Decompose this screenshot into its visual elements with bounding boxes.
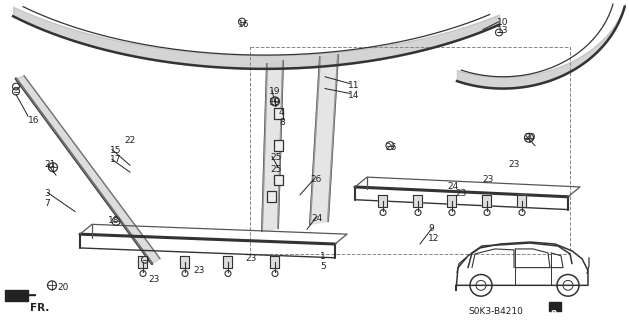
Bar bbox=[549, 302, 561, 311]
Text: 8: 8 bbox=[551, 310, 557, 319]
Text: 13: 13 bbox=[497, 26, 508, 35]
Text: 23: 23 bbox=[508, 160, 520, 169]
Text: 19: 19 bbox=[269, 98, 281, 108]
Text: S0K3-B4210: S0K3-B4210 bbox=[468, 307, 523, 316]
Polygon shape bbox=[223, 256, 233, 268]
Text: 23: 23 bbox=[193, 266, 204, 275]
Text: 21: 21 bbox=[44, 160, 55, 169]
Text: FR.: FR. bbox=[30, 303, 49, 313]
Text: 23: 23 bbox=[482, 175, 493, 184]
Text: 26: 26 bbox=[385, 143, 396, 152]
Polygon shape bbox=[379, 195, 387, 207]
Polygon shape bbox=[16, 76, 160, 264]
Text: 20: 20 bbox=[57, 284, 69, 292]
Text: 17: 17 bbox=[110, 156, 121, 164]
Text: 4: 4 bbox=[279, 108, 285, 117]
Text: 16: 16 bbox=[28, 116, 40, 125]
Text: 7: 7 bbox=[44, 199, 50, 208]
Text: 5: 5 bbox=[320, 262, 326, 271]
Polygon shape bbox=[181, 256, 189, 268]
Text: 23: 23 bbox=[245, 254, 257, 263]
Text: 23: 23 bbox=[148, 276, 159, 284]
Text: 15: 15 bbox=[110, 146, 121, 155]
Text: 22: 22 bbox=[124, 136, 135, 145]
Text: 26: 26 bbox=[310, 175, 321, 184]
Polygon shape bbox=[518, 195, 526, 207]
Text: 24: 24 bbox=[447, 182, 459, 191]
Text: 25: 25 bbox=[270, 165, 281, 174]
Polygon shape bbox=[413, 195, 423, 207]
Bar bbox=[274, 140, 284, 151]
Polygon shape bbox=[447, 195, 457, 207]
Text: 3: 3 bbox=[44, 189, 50, 198]
Text: 10: 10 bbox=[497, 18, 508, 27]
Text: 19: 19 bbox=[269, 87, 281, 96]
Bar bbox=[274, 108, 284, 119]
Text: 1: 1 bbox=[320, 252, 326, 261]
Text: 11: 11 bbox=[348, 81, 360, 90]
Text: 20: 20 bbox=[524, 133, 535, 142]
Text: 12: 12 bbox=[428, 234, 440, 243]
Text: 18: 18 bbox=[108, 216, 120, 226]
Text: 16: 16 bbox=[238, 20, 250, 29]
Polygon shape bbox=[482, 195, 491, 207]
Bar bbox=[274, 175, 284, 186]
Polygon shape bbox=[310, 55, 338, 224]
Polygon shape bbox=[262, 61, 283, 231]
Text: 9: 9 bbox=[428, 224, 434, 233]
Text: 23: 23 bbox=[455, 189, 466, 198]
Bar bbox=[267, 191, 277, 202]
Text: 8: 8 bbox=[279, 118, 285, 127]
Text: 14: 14 bbox=[348, 91, 359, 100]
Polygon shape bbox=[5, 290, 28, 301]
Text: 25: 25 bbox=[270, 153, 281, 162]
Polygon shape bbox=[270, 256, 279, 268]
Polygon shape bbox=[138, 256, 147, 268]
Text: 24: 24 bbox=[311, 214, 322, 223]
